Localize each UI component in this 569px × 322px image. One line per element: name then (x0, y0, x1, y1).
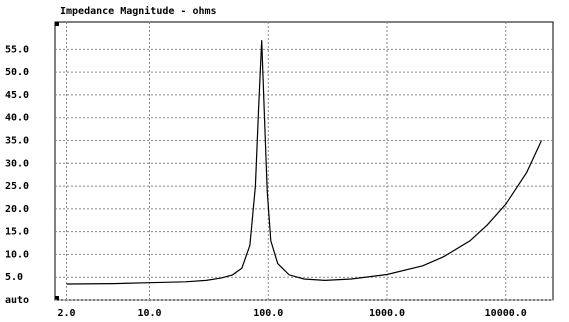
y-tick-label: 10.0 (5, 249, 29, 260)
y-tick-label: 5.0 (5, 272, 23, 283)
y-tick-label: 15.0 (5, 227, 29, 238)
impedance-line (66, 40, 543, 285)
x-tick-label: 100.0 (253, 308, 283, 319)
y-tick-label: 50.0 (5, 67, 29, 78)
x-tick-label: 10000.0 (485, 308, 527, 319)
y-tick-label: 20.0 (5, 204, 29, 215)
corner-marker (55, 22, 59, 26)
corner-marker (55, 296, 59, 300)
plot-frame (54, 21, 554, 301)
x-tick-label: 1000.0 (369, 308, 405, 319)
y-tick-label: 30.0 (5, 158, 29, 169)
y-tick-label: auto (5, 295, 29, 306)
y-tick-label: 35.0 (5, 135, 29, 146)
y-tick-label: 45.0 (5, 90, 29, 101)
chart-title: Impedance Magnitude - ohms (60, 5, 217, 17)
y-tick-label: 40.0 (5, 113, 29, 124)
y-tick-label: 25.0 (5, 181, 29, 192)
x-tick-label: 2.0 (57, 308, 75, 319)
y-tick-label: 55.0 (5, 44, 29, 55)
x-tick-label: 10.0 (137, 308, 161, 319)
